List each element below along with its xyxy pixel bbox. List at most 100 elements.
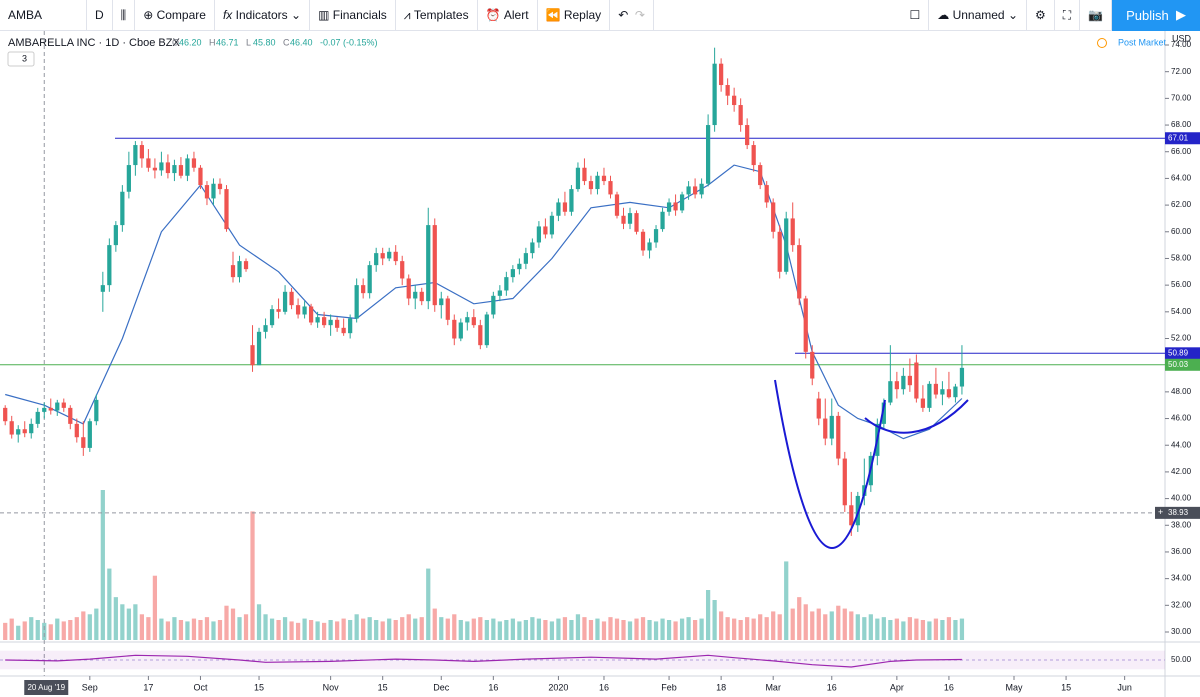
candle-body (751, 145, 756, 166)
volume-bar (276, 620, 281, 640)
replay[interactable]: ⏪ Replay (538, 0, 611, 31)
candle-body (627, 213, 633, 224)
volume-bar (282, 617, 288, 640)
candle-body (517, 263, 522, 270)
crosshair-y-label: 38.93 (1168, 508, 1189, 517)
candle-body (68, 407, 73, 424)
volume-bar (452, 614, 457, 640)
cup-curve (774, 379, 886, 550)
x-tick-label: Jun (1117, 682, 1132, 692)
candle-body (217, 183, 223, 190)
volume-bar (601, 621, 607, 640)
interval[interactable]: D (87, 0, 113, 31)
volume-bar (419, 617, 424, 640)
volume-bar (946, 617, 952, 640)
settings[interactable]: ⚙ (1027, 0, 1055, 31)
candle-body (686, 186, 691, 195)
y-tick-label: 42.00 (1171, 467, 1192, 476)
candle-body (660, 211, 665, 230)
volume-bar (510, 618, 515, 640)
label: Alert (503, 8, 529, 22)
candle-body (335, 319, 340, 328)
candle-body (536, 226, 542, 243)
indicators[interactable]: fx Indicators ⌄ (215, 0, 311, 31)
volume-bar (790, 608, 795, 640)
candle-body (380, 253, 385, 259)
x-tick-label: 17 (143, 682, 153, 692)
candle-body (797, 245, 802, 299)
volume-bar (640, 617, 646, 640)
candle-body (901, 375, 906, 390)
volume-bar (178, 620, 184, 640)
candle-body (458, 322, 463, 339)
candle-body (823, 418, 828, 439)
candle-body (842, 458, 847, 506)
volume-bar (126, 608, 131, 640)
candle-body (595, 175, 600, 190)
snapshot[interactable]: 📷 (1080, 0, 1113, 31)
y-tick-label: 64.00 (1171, 174, 1192, 183)
candle-body (849, 505, 854, 526)
volume-bar (517, 621, 522, 640)
candle-body (452, 319, 457, 339)
volume-bar (816, 608, 821, 640)
volume-bar (771, 611, 776, 640)
fullscreen[interactable]: ⛶ (1055, 0, 1081, 31)
candle-body (107, 245, 112, 286)
volume-bar (953, 620, 958, 640)
candle-body (946, 389, 952, 398)
symbol[interactable]: AMBA (0, 0, 87, 31)
candle-body (74, 423, 79, 438)
candle-body (302, 306, 307, 315)
volume-bar (204, 617, 210, 640)
volume-bar (439, 617, 444, 640)
candle-body (803, 298, 808, 352)
volume-bar (810, 611, 815, 640)
layout[interactable]: ☁ Unnamed ⌄ (929, 0, 1027, 31)
candle-body (426, 225, 431, 302)
candle-body (933, 383, 939, 395)
volume-bar (445, 618, 450, 640)
volume-bar (504, 620, 509, 640)
x-tick-label: 16 (944, 682, 954, 692)
candle-body (601, 175, 607, 182)
publish[interactable]: Publish ▶ (1112, 0, 1200, 31)
candle-body (120, 191, 125, 226)
candle-body (647, 242, 652, 251)
candle-body (367, 265, 372, 294)
undo-redo[interactable]: ↶ ↷ (610, 0, 654, 31)
volume-bar (139, 614, 144, 640)
bar-style[interactable]: ⫼ (113, 0, 136, 31)
y-tick-label: 30.00 (1171, 627, 1192, 636)
candle-body (374, 253, 379, 266)
x-tick-label: 16 (599, 682, 609, 692)
label: Publish (1126, 7, 1169, 23)
x-tick-label: 16 (488, 682, 498, 692)
candle-body (608, 181, 613, 195)
crosshair-x-tag (24, 680, 69, 695)
volume-bar (679, 618, 685, 640)
legend-value: 46.40 (290, 37, 313, 47)
candle-body (22, 429, 27, 434)
candle-body (465, 317, 470, 323)
handle-curve (864, 399, 969, 434)
collapse-button[interactable] (7, 51, 35, 67)
volume-bar (348, 620, 353, 640)
candle-body (230, 265, 236, 278)
alert[interactable]: ⏰ Alert (478, 0, 538, 31)
candle-body (725, 85, 730, 96)
candle-body (569, 189, 574, 212)
fullscreen-box[interactable]: ☐ (901, 0, 930, 31)
financials[interactable]: ▥ Financials (310, 0, 396, 31)
volume-bar (484, 620, 489, 640)
y-tick-label: 74.00 (1171, 40, 1192, 49)
candle-body (29, 423, 34, 434)
volume-bar (614, 618, 620, 640)
candle-body (810, 351, 815, 379)
compare[interactable]: ⊕ Compare (135, 0, 215, 31)
candle-body (159, 162, 164, 171)
templates[interactable]: ⩘ Templates (396, 0, 478, 31)
volume-bar (842, 608, 847, 640)
volume-bar (562, 617, 568, 640)
candle-body (771, 202, 776, 232)
